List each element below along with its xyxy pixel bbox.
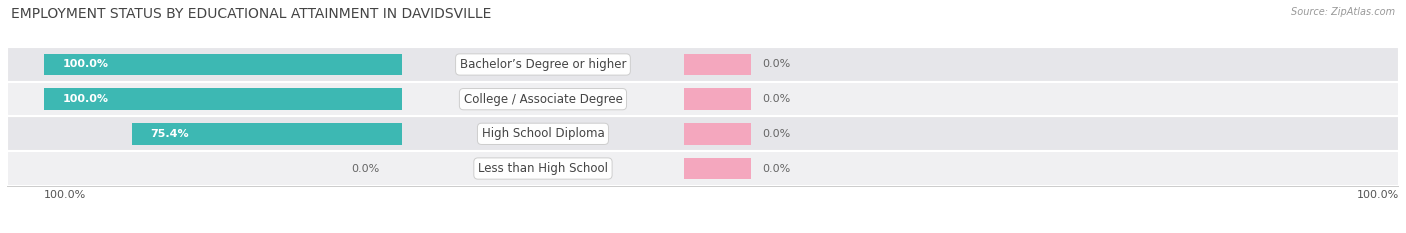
Text: 100.0%: 100.0% — [63, 94, 108, 104]
Bar — [7, 47, 1399, 82]
Text: College / Associate Degree: College / Associate Degree — [464, 93, 623, 106]
Text: 0.0%: 0.0% — [762, 94, 790, 104]
Bar — [7, 82, 1399, 116]
Text: 0.0%: 0.0% — [762, 59, 790, 69]
Bar — [685, 54, 751, 75]
Bar — [7, 151, 1399, 186]
Text: Source: ZipAtlas.com: Source: ZipAtlas.com — [1291, 7, 1395, 17]
Bar — [44, 54, 402, 75]
Bar — [132, 123, 402, 145]
Text: 75.4%: 75.4% — [150, 129, 190, 139]
Text: 0.0%: 0.0% — [352, 164, 380, 174]
Text: 100.0%: 100.0% — [44, 190, 87, 200]
Bar — [685, 88, 751, 110]
Text: EMPLOYMENT STATUS BY EDUCATIONAL ATTAINMENT IN DAVIDSVILLE: EMPLOYMENT STATUS BY EDUCATIONAL ATTAINM… — [11, 7, 492, 21]
Text: Less than High School: Less than High School — [478, 162, 607, 175]
Bar — [44, 88, 402, 110]
Text: 100.0%: 100.0% — [1357, 190, 1399, 200]
Text: 0.0%: 0.0% — [762, 164, 790, 174]
Bar — [7, 116, 1399, 151]
Text: Bachelor’s Degree or higher: Bachelor’s Degree or higher — [460, 58, 626, 71]
Text: 100.0%: 100.0% — [63, 59, 108, 69]
Text: 0.0%: 0.0% — [762, 129, 790, 139]
Bar — [685, 158, 751, 179]
Text: High School Diploma: High School Diploma — [482, 127, 605, 140]
Bar — [685, 123, 751, 145]
